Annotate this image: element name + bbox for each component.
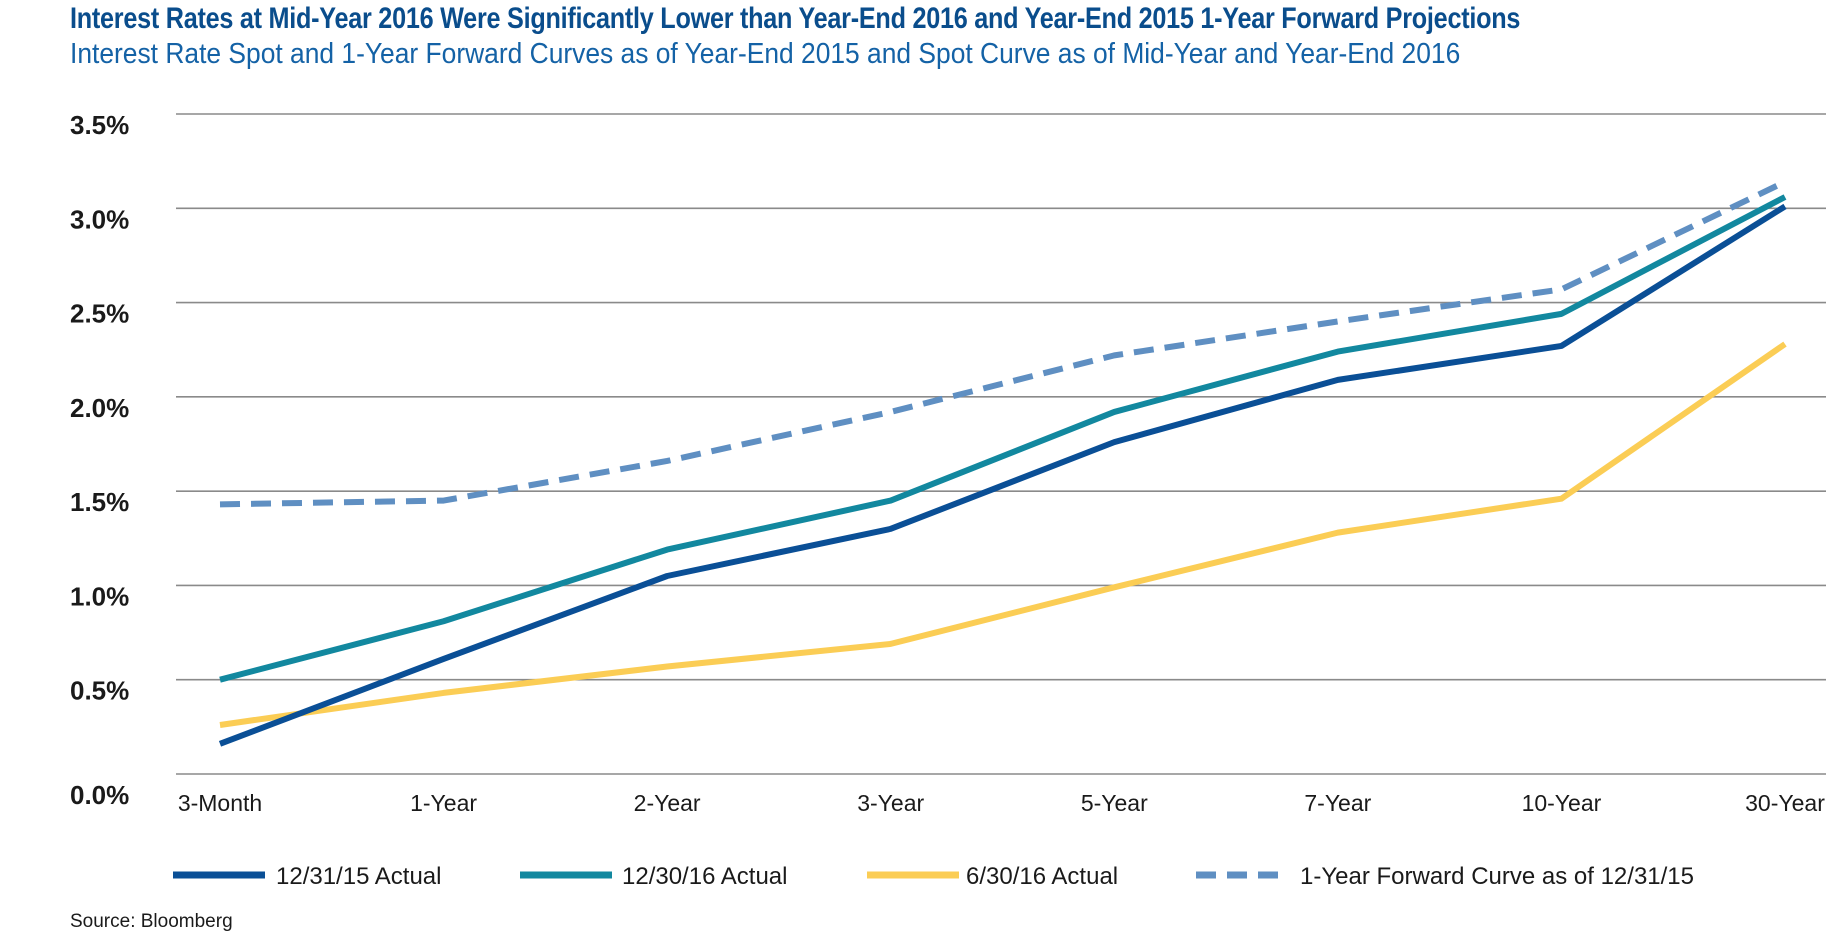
x-tick-label: 2-Year xyxy=(634,790,701,816)
y-tick-label: 3.5% xyxy=(70,110,129,140)
x-tick-label: 5-Year xyxy=(1081,790,1148,816)
legend-label: 12/30/16 Actual xyxy=(622,863,787,890)
x-tick-label: 10-Year xyxy=(1522,790,1602,816)
legend-label: 6/30/16 Actual xyxy=(966,863,1118,890)
y-axis: 0.0% 0.5% 1.0% 1.5% 2.0% 2.5% 3.0% 3.5% xyxy=(70,110,129,810)
y-tick-label: 3.0% xyxy=(70,204,129,234)
legend: 12/31/15 Actual 12/30/16 Actual 6/30/16 Ac… xyxy=(173,863,1694,890)
y-tick-label: 1.0% xyxy=(70,581,129,611)
series-line xyxy=(218,203,1787,747)
series-line xyxy=(219,194,1787,683)
x-tick-label: 3-Month xyxy=(178,790,262,816)
x-tick-label: 3-Year xyxy=(857,790,924,816)
gridlines xyxy=(176,113,1826,775)
series-lines xyxy=(218,179,1787,747)
x-axis: 3-Month 1-Year 2-Year 3-Year 5-Year 7-Year 10-… xyxy=(178,790,1825,816)
x-tick-label: 30-Year xyxy=(1745,790,1825,816)
legend-label: 12/31/15 Actual xyxy=(276,863,441,890)
chart-title: Interest Rates at Mid-Year 2016 Were Sig… xyxy=(70,2,1521,35)
x-tick-label: 7-Year xyxy=(1304,790,1371,816)
y-tick-label: 2.5% xyxy=(70,299,129,329)
chart-subtitle: Interest Rate Spot and 1-Year Forward Cu… xyxy=(70,38,1461,70)
legend-label: 1-Year Forward Curve as of 12/31/15 xyxy=(1300,863,1694,890)
y-tick-label: 1.5% xyxy=(70,487,129,517)
series-line xyxy=(219,179,1787,508)
x-tick-label: 1-Year xyxy=(410,790,477,816)
source-note: Source: Bloomberg xyxy=(70,911,233,932)
y-tick-label: 0.0% xyxy=(70,780,129,810)
series-line xyxy=(219,341,1787,728)
y-tick-label: 2.0% xyxy=(70,393,129,423)
y-tick-label: 0.5% xyxy=(70,676,129,706)
